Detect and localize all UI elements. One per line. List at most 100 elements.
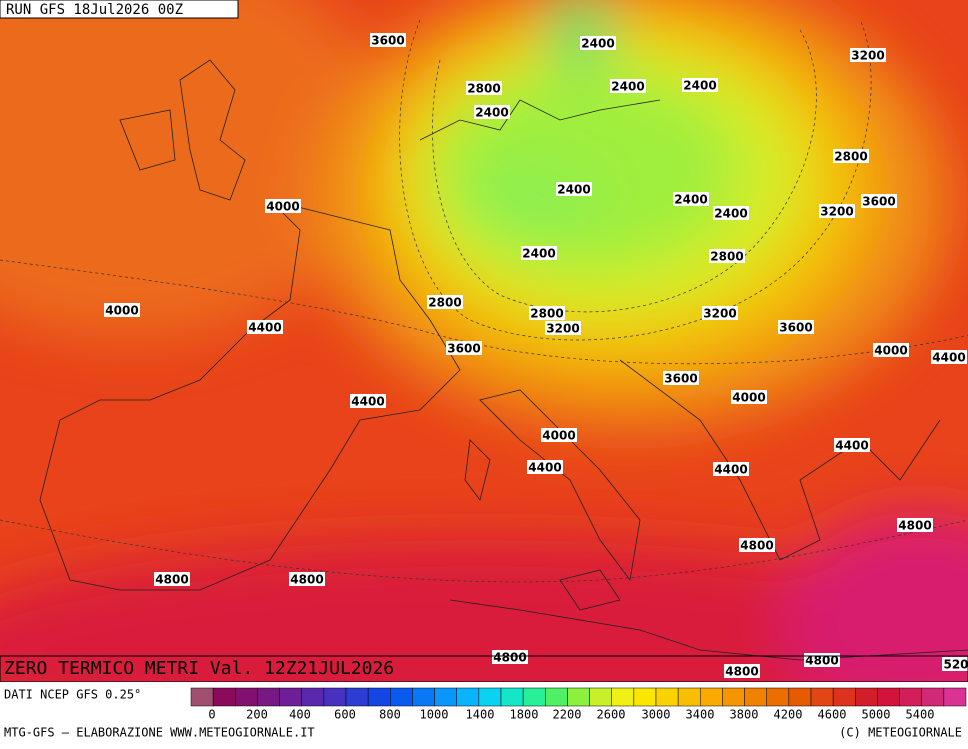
contour-label: 3200 <box>546 322 579 336</box>
contour-label: 520 <box>943 658 968 672</box>
legend-swatch <box>855 687 878 707</box>
contour-label: 2400 <box>683 79 716 93</box>
contour-label: 4800 <box>740 539 773 553</box>
legend-tick-label: 600 <box>334 708 356 722</box>
contour-label-box <box>541 428 577 442</box>
contour-label-box <box>942 657 968 671</box>
legend-swatch <box>633 687 657 707</box>
legend-tick-label: 800 <box>379 708 401 722</box>
contour-label-box <box>873 343 909 357</box>
legend-swatch <box>279 687 302 707</box>
contour-label-box <box>492 650 528 664</box>
contour-label: 3600 <box>447 342 480 356</box>
contour-label: 3200 <box>820 205 853 219</box>
contour-label-box <box>663 371 699 385</box>
contour-label: 4400 <box>248 321 281 335</box>
contour-label-box <box>709 249 745 263</box>
legend-swatch <box>367 687 391 707</box>
contour-label-box <box>897 518 933 532</box>
contour-label: 2400 <box>581 37 614 51</box>
legend-swatch <box>766 687 790 707</box>
contour-label: 4800 <box>493 651 526 665</box>
legend-swatch <box>788 687 812 707</box>
run-box <box>0 0 239 19</box>
contour-label-box <box>154 572 190 586</box>
contour-label-box <box>427 295 463 309</box>
contour-label: 4000 <box>105 304 138 318</box>
legend-swatch <box>434 687 457 707</box>
legend-swatch <box>677 687 701 707</box>
contour-label: 4400 <box>835 439 868 453</box>
legend-tick-label: 5400 <box>906 708 935 722</box>
legend-tick-label: 5000 <box>862 708 891 722</box>
legend-swatch <box>877 687 900 707</box>
run-label: RUN GFS 18Jul2026 00Z <box>6 2 183 18</box>
contour-label: 2800 <box>710 250 743 264</box>
contour-label-box <box>265 199 301 213</box>
legend-swatch <box>412 687 435 707</box>
legend-swatch <box>257 687 280 707</box>
contour-label: 4800 <box>898 519 931 533</box>
legend-swatch <box>810 687 834 707</box>
contour-label-box <box>370 33 406 47</box>
contour-label-box <box>545 321 581 335</box>
contour-label: 2400 <box>674 193 707 207</box>
legend-swatch <box>478 687 502 707</box>
legend-tick-label: 4600 <box>818 708 847 722</box>
contour-label: 2800 <box>834 150 867 164</box>
legend-tick-label: 2600 <box>597 708 626 722</box>
legend-swatch <box>899 687 922 707</box>
contour-label-box <box>556 182 592 196</box>
contour-label: 4000 <box>266 200 299 214</box>
contour-label-box <box>682 78 718 92</box>
legend-swatch <box>545 687 568 707</box>
footer-left: MTG-GFS — ELABORAZIONE WWW.METEOGIORNALE… <box>4 726 315 740</box>
contour-label-box <box>466 81 502 95</box>
legend-swatch <box>722 687 745 707</box>
legend-swatch <box>589 687 612 707</box>
legend-swatch <box>390 687 413 707</box>
contour-label-box <box>610 79 646 93</box>
legend-tick-label: 3800 <box>730 708 759 722</box>
legend-tick-label: 3000 <box>642 708 671 722</box>
contour-label: 3600 <box>371 34 404 48</box>
legend-swatch <box>323 687 347 707</box>
contour-label: 2800 <box>530 307 563 321</box>
contour-label: 3200 <box>851 49 884 63</box>
contour-label: 3600 <box>664 372 697 386</box>
legend-swatch <box>190 687 214 707</box>
legend-tick-label: 1400 <box>466 708 495 722</box>
legend-swatch <box>943 687 967 707</box>
contour-label-box <box>521 246 557 260</box>
contour-label: 4800 <box>155 573 188 587</box>
contour-label: 4800 <box>805 654 838 668</box>
contour-label: 4400 <box>714 463 747 477</box>
legend-tick-label: 400 <box>289 708 311 722</box>
legend-swatch <box>655 687 679 707</box>
contour-label-box <box>713 462 749 476</box>
legend-tick-label: 1000 <box>420 708 449 722</box>
contour-label: 4400 <box>932 351 965 365</box>
contour-label: 4400 <box>528 461 561 475</box>
contour-label: 2400 <box>611 80 644 94</box>
contour-label-box <box>861 194 897 208</box>
coastlines <box>39 59 968 661</box>
contour-label: 4000 <box>732 391 765 405</box>
contour-label-box <box>713 206 749 220</box>
legend-swatch <box>522 687 546 707</box>
legend-swatch <box>744 687 767 707</box>
contour-label: 2400 <box>522 247 555 261</box>
legend-tick-label: 4200 <box>774 708 803 722</box>
legend-tick-label: 200 <box>246 708 268 722</box>
legend-swatch <box>301 687 325 707</box>
legend-swatch <box>235 687 258 707</box>
contour-label: 3600 <box>862 195 895 209</box>
legend-swatch <box>500 687 524 707</box>
contour-label-box <box>778 320 814 334</box>
map-title: ZERO TERMICO METRI Val. 12Z21JUL2026 <box>4 658 394 679</box>
contour-label-box <box>247 320 283 334</box>
legend-swatch <box>567 687 590 707</box>
contour-label: 4400 <box>351 395 384 409</box>
contour-label-box <box>350 394 386 408</box>
